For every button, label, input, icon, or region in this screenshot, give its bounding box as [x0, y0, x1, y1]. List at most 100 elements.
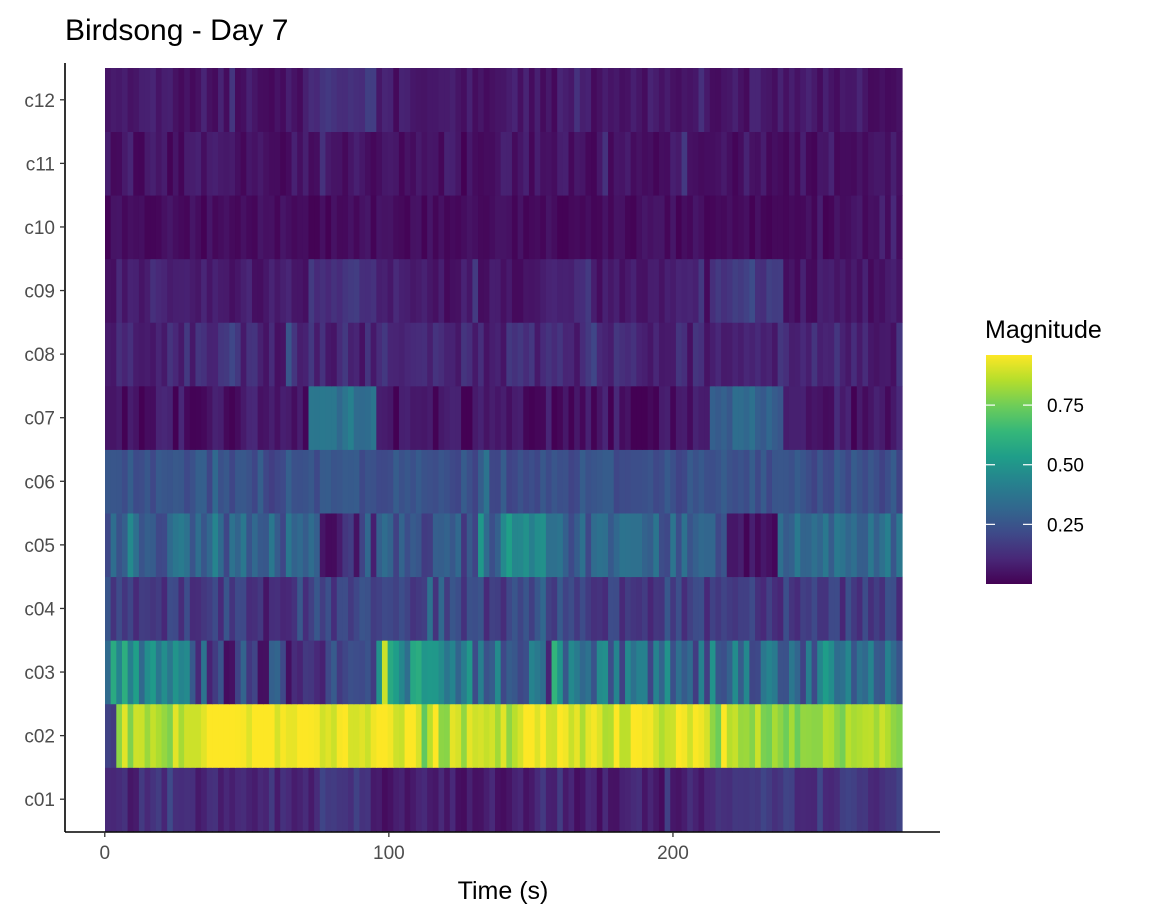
heatmap-cell	[839, 322, 847, 387]
heatmap-cell	[873, 703, 880, 768]
heatmap-cell	[783, 640, 790, 705]
heatmap-cell	[121, 513, 129, 578]
heatmap-cell	[331, 513, 338, 578]
heatmap-cell	[285, 767, 293, 832]
heatmap-cell	[653, 258, 660, 323]
heatmap-cell	[698, 767, 705, 832]
heatmap-cell	[398, 576, 406, 641]
heatmap-cell	[817, 640, 824, 705]
heatmap-cell	[777, 195, 784, 260]
heatmap-cell	[144, 513, 151, 578]
heatmap-cell	[766, 513, 773, 578]
heatmap-cell	[800, 322, 807, 387]
heatmap-cell	[251, 449, 259, 514]
heatmap-cell	[336, 513, 343, 578]
heatmap-cell	[545, 703, 553, 768]
heatmap-cell	[449, 767, 457, 832]
heatmap-cell	[579, 640, 587, 705]
heatmap-cell	[110, 767, 117, 832]
heatmap-cell	[105, 576, 112, 641]
heatmap-cell	[602, 131, 609, 196]
heatmap-cell	[325, 68, 332, 132]
heatmap-cell	[138, 767, 146, 832]
heatmap-cell	[110, 640, 117, 705]
heatmap-cell	[851, 513, 858, 578]
heatmap-cell	[760, 640, 767, 705]
heatmap-cell	[387, 322, 394, 387]
heatmap-cell	[331, 449, 338, 514]
heatmap-cell	[517, 449, 524, 514]
heatmap-cell	[732, 322, 739, 387]
heatmap-cell	[150, 576, 157, 641]
heatmap-cell	[280, 195, 287, 260]
heatmap-cell	[387, 767, 394, 832]
heatmap-cell	[721, 68, 728, 132]
heatmap-cell	[240, 703, 247, 768]
heatmap-cell	[630, 195, 637, 260]
heatmap-cell	[692, 68, 700, 132]
heatmap-cell	[466, 258, 474, 323]
heatmap-cell	[873, 131, 880, 196]
heatmap-cell	[421, 703, 428, 768]
heatmap-cell	[184, 576, 191, 641]
heatmap-cell	[155, 322, 163, 387]
y-tick-label: c12	[24, 91, 55, 112]
heatmap-cell	[472, 703, 479, 768]
heatmap-cell	[297, 322, 304, 387]
heatmap-cell	[251, 767, 259, 832]
heatmap-cell	[353, 258, 360, 323]
heatmap-cell	[755, 767, 762, 832]
heatmap-cell	[138, 258, 146, 323]
heatmap-cell	[811, 131, 818, 196]
heatmap-cell	[557, 322, 564, 387]
heatmap-cell	[670, 640, 677, 705]
heatmap-cell	[788, 640, 796, 705]
heatmap-cell	[822, 640, 830, 705]
heatmap-cell	[868, 576, 875, 641]
heatmap-cell	[822, 449, 830, 514]
heatmap-cell	[619, 576, 626, 641]
heatmap-cell	[359, 767, 366, 832]
heatmap-cell	[862, 385, 869, 450]
heatmap-cell	[206, 703, 213, 768]
heatmap-cell	[873, 513, 880, 578]
heatmap-cell	[585, 513, 592, 578]
heatmap-cell	[353, 767, 360, 832]
heatmap-cell	[478, 703, 485, 768]
heatmap-cell	[116, 449, 123, 514]
heatmap-cell	[658, 640, 666, 705]
legend-colorbar	[986, 355, 1032, 584]
heatmap-cell	[743, 513, 750, 578]
heatmap-cell	[738, 68, 745, 132]
heatmap-cell	[862, 513, 869, 578]
heatmap-cell	[127, 258, 134, 323]
heatmap-cell	[602, 322, 609, 387]
heatmap-cell	[466, 449, 474, 514]
heatmap-cell	[218, 703, 225, 768]
heatmap-cell	[839, 640, 847, 705]
heatmap-cell	[348, 131, 355, 196]
heatmap-cell	[766, 449, 773, 514]
heatmap-cell	[127, 131, 134, 196]
heatmap-cell	[760, 703, 767, 768]
heatmap-cell	[280, 385, 287, 450]
heatmap-cell	[150, 513, 157, 578]
heatmap-cell	[828, 68, 835, 132]
heatmap-cell	[534, 513, 541, 578]
heatmap-cell	[585, 767, 592, 832]
heatmap-cell	[398, 131, 406, 196]
heatmap-cell	[314, 767, 321, 832]
heatmap-cell	[839, 767, 847, 832]
heatmap-cell	[574, 322, 581, 387]
heatmap-cell	[715, 449, 722, 514]
heatmap-cell	[687, 703, 694, 768]
heatmap-cell	[743, 703, 750, 768]
heatmap-cell	[783, 131, 790, 196]
heatmap-cell	[133, 576, 140, 641]
heatmap-cell	[449, 703, 457, 768]
heatmap-cell	[839, 258, 847, 323]
heatmap-cell	[551, 131, 558, 196]
heatmap-cell	[444, 322, 451, 387]
heatmap-cell	[879, 258, 886, 323]
heatmap-cell	[359, 131, 366, 196]
